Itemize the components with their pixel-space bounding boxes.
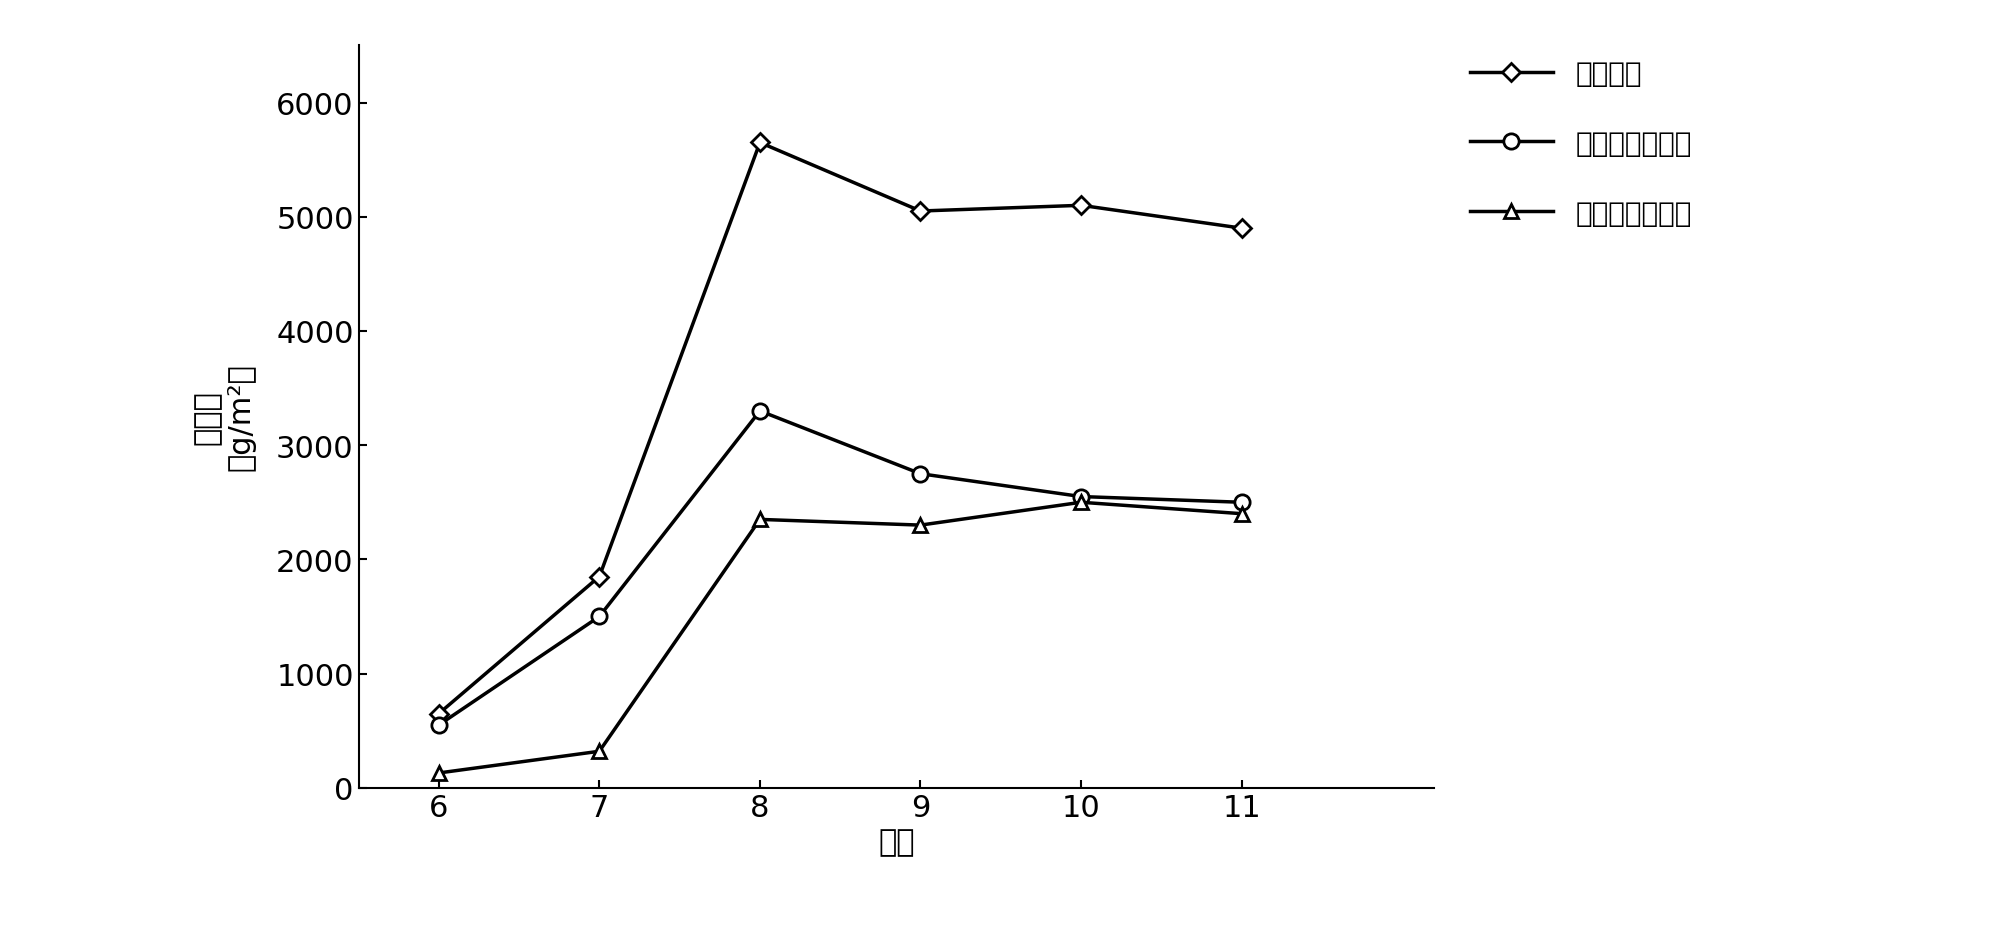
地下部分生物量	[1229, 509, 1253, 520]
Line: 地下部分生物量: 地下部分生物量	[432, 496, 1249, 780]
总生物量	[908, 206, 932, 217]
地上部分生物量	[1070, 491, 1094, 502]
总生物量	[1070, 200, 1094, 211]
Legend: 总生物量, 地上部分生物量, 地下部分生物量: 总生物量, 地上部分生物量, 地下部分生物量	[1470, 60, 1691, 227]
总生物量	[426, 708, 450, 719]
地下部分生物量	[908, 520, 932, 531]
总生物量	[588, 571, 612, 582]
地上部分生物量	[747, 406, 771, 417]
X-axis label: 月份: 月份	[878, 827, 914, 857]
Line: 地上部分生物量: 地上部分生物量	[430, 404, 1249, 733]
总生物量	[747, 138, 771, 149]
Y-axis label: 生物量
（g/m²）: 生物量 （g/m²）	[193, 363, 255, 471]
地上部分生物量	[908, 469, 932, 480]
总生物量	[1229, 223, 1253, 235]
地下部分生物量	[747, 514, 771, 526]
地上部分生物量	[588, 611, 612, 622]
地下部分生物量	[426, 768, 450, 779]
地下部分生物量	[1070, 497, 1094, 508]
地下部分生物量	[588, 746, 612, 757]
地上部分生物量	[1229, 497, 1253, 508]
地上部分生物量	[426, 719, 450, 730]
Line: 总生物量: 总生物量	[432, 137, 1247, 720]
